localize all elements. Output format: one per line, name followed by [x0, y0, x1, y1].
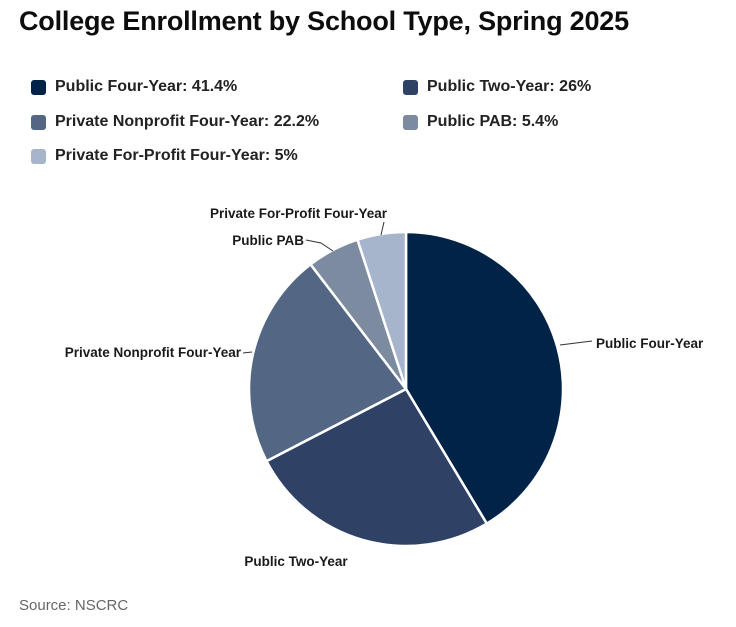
legend-swatch-public-pab: [403, 114, 418, 130]
leader-line-public-pab: [305, 239, 334, 252]
legend-label-public-pab: Public PAB: 5.4%: [427, 113, 559, 130]
source-note: Source: NSCRC: [19, 597, 129, 614]
legend-label-public-two-year: Public Two-Year: 26%: [427, 78, 592, 95]
legend-label-private-nonprofit-four-year: Private Nonprofit Four-Year: 22.2%: [55, 113, 320, 130]
pie-slice-private-nonprofit-four-year: [247, 263, 408, 463]
slice-label-private-for-profit-four-year: Private For-Profit Four-Year: [210, 206, 388, 221]
leader-line-public-four-year: [559, 340, 593, 346]
leader-line-private-for-profit-four-year: [380, 221, 385, 236]
legend-item-private-nonprofit-four-year: Private Nonprofit Four-Year: 22.2%: [31, 113, 319, 131]
legend-swatch-public-two-year: [403, 79, 418, 95]
legend-swatch-public-four-year: [31, 79, 46, 95]
slice-label-private-nonprofit-four-year: Private Nonprofit Four-Year: [65, 345, 242, 360]
pie-slice-public-four-year: [404, 230, 565, 525]
legend-item-private-for-profit-four-year: Private For-Profit Four-Year: 5%: [31, 147, 298, 165]
legend-swatch-private-for-profit-four-year: [31, 148, 46, 164]
chart-title: College Enrollment by School Type, Sprin…: [19, 6, 629, 36]
legend-label-public-four-year: Public Four-Year: 41.4%: [55, 78, 238, 95]
slice-label-public-pab: Public PAB: [232, 233, 304, 248]
legend-item-public-two-year: Public Two-Year: 26%: [403, 78, 591, 96]
slice-label-public-two-year: Public Two-Year: [244, 554, 348, 569]
pie-slice-public-two-year: [265, 387, 489, 548]
legend-label-private-for-profit-four-year: Private For-Profit Four-Year: 5%: [55, 147, 298, 164]
legend-swatch-private-nonprofit-four-year: [31, 114, 46, 130]
legend-item-public-four-year: Public Four-Year: 41.4%: [31, 78, 237, 96]
leader-line-private-nonprofit-four-year: [242, 351, 253, 354]
legend-item-public-pab: Public PAB: 5.4%: [403, 113, 558, 131]
slice-label-public-four-year: Public Four-Year: [596, 336, 704, 351]
